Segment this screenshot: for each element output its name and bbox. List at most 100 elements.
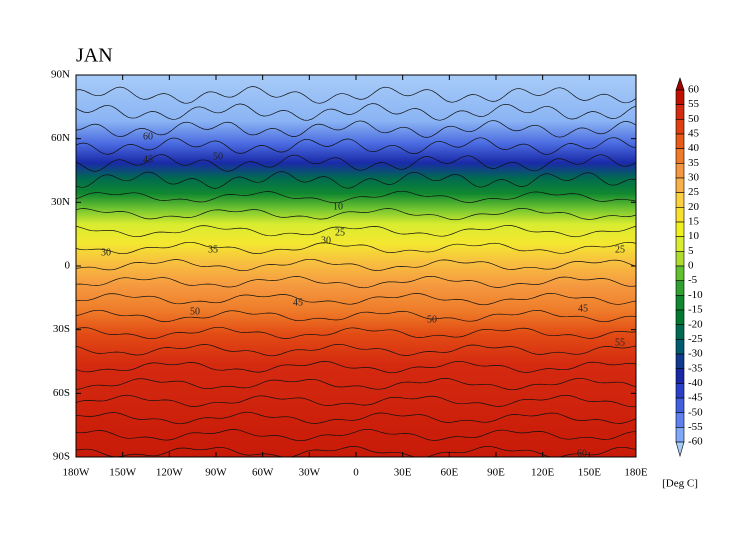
colorbar-label: 50 <box>688 113 700 125</box>
colorbar-label: -60 <box>688 436 703 448</box>
contour-label: 30 <box>101 247 111 258</box>
contour-label: 45 <box>578 303 588 314</box>
colorbar-label: -40 <box>688 377 703 389</box>
colorbar-box <box>675 324 685 340</box>
colorbar-label: 45 <box>688 128 700 140</box>
x-tick-label: 120W <box>156 467 184 479</box>
colorbar-label: -55 <box>688 421 703 433</box>
colorbar-box <box>675 427 685 443</box>
y-tick-label: 90S <box>53 451 70 463</box>
map-title: JAN <box>76 45 113 67</box>
x-tick-label: 150W <box>109 467 137 479</box>
colorbar-label: 55 <box>688 98 700 110</box>
colorbar-label: -15 <box>688 304 703 316</box>
colorbar-box <box>675 353 685 370</box>
x-tick-label: 60E <box>440 467 458 479</box>
colorbar-label: 35 <box>688 157 700 169</box>
colorbar-box <box>675 397 685 414</box>
contour-label: 45 <box>143 154 153 165</box>
colorbar-label: -35 <box>688 362 703 374</box>
x-tick-label: 180W <box>63 467 91 479</box>
temperature-field <box>76 75 636 457</box>
contour-line <box>76 241 636 255</box>
contour-line <box>76 411 636 425</box>
contour-line <box>76 171 636 189</box>
x-tick-label: 0 <box>353 467 359 479</box>
contour-label: 45 <box>293 297 303 308</box>
y-tick-label: 60N <box>51 132 70 144</box>
colorbar-label: 5 <box>688 245 694 257</box>
colorbar-label: -50 <box>688 406 703 418</box>
colorbar-box <box>675 339 685 355</box>
contour-line <box>76 120 636 138</box>
contour-line <box>76 360 636 374</box>
colorbar-box <box>675 119 685 135</box>
contour-label: 60 <box>143 131 153 142</box>
x-tick-label: 30E <box>394 467 412 479</box>
contour-line <box>76 292 636 306</box>
colorbar-box <box>675 221 685 237</box>
colorbar-label: 60 <box>688 84 700 96</box>
colorbar-box <box>675 280 685 296</box>
colorbar-label: -20 <box>688 318 703 330</box>
contour-line <box>76 137 636 155</box>
x-tick-label: 60W <box>252 467 274 479</box>
contour-label: 55 <box>615 337 625 348</box>
contour-line <box>76 326 636 340</box>
colorbar-label: -5 <box>688 274 698 286</box>
colorbar-label: -10 <box>688 289 703 301</box>
y-tick-label: 0 <box>65 260 71 272</box>
contour-line <box>76 428 636 442</box>
contour-line <box>76 309 636 323</box>
contour-line <box>76 258 636 272</box>
colorbar-box <box>675 236 685 252</box>
colorbar-box <box>675 309 685 326</box>
colorbar-label: -45 <box>688 392 703 404</box>
contour-label: 50 <box>427 314 437 325</box>
contour-line <box>76 103 636 121</box>
x-tick-label: 30W <box>299 467 321 479</box>
colorbar-label: 20 <box>688 201 700 213</box>
colorbar-label: 10 <box>688 230 700 242</box>
y-tick-label: 30N <box>51 196 70 208</box>
contour-line <box>76 154 636 172</box>
colorbar-triangle <box>675 77 685 91</box>
colorbar-label: 40 <box>688 142 700 154</box>
contour-label: 60 <box>577 448 587 459</box>
contour-line <box>76 86 636 104</box>
contour-line <box>76 394 636 408</box>
y-tick-label: 60S <box>53 387 70 399</box>
contour-label: 50 <box>190 306 200 317</box>
colorbar-box <box>675 104 685 120</box>
colorbar-box <box>675 368 685 384</box>
colorbar-box <box>675 412 685 428</box>
colorbar-box <box>675 265 685 282</box>
colorbar-box <box>675 251 685 267</box>
colorbar-box <box>675 89 685 105</box>
colorbar-box <box>675 207 685 223</box>
y-tick-label: 30S <box>53 323 70 335</box>
colorbar-label: -30 <box>688 348 703 360</box>
colorbar-label: -25 <box>688 333 703 345</box>
contour-label: 50 <box>213 151 223 162</box>
contour-label: 35 <box>208 244 218 255</box>
colorbar-label: 25 <box>688 186 700 198</box>
colorbar-label: 0 <box>688 260 694 272</box>
contour-label: 25 <box>335 227 345 238</box>
x-tick-label: 120E <box>531 467 555 479</box>
x-tick-label: 150E <box>578 467 602 479</box>
colorbar-box <box>675 133 685 149</box>
contour-label: 10 <box>333 201 343 212</box>
contour-line <box>76 343 636 357</box>
colorbar-label: 15 <box>688 216 700 228</box>
contour-label: 25 <box>615 244 625 255</box>
contour-line <box>76 275 636 289</box>
colorbar-box <box>675 148 685 164</box>
colorbar-box <box>675 192 685 208</box>
contour-line <box>76 190 636 204</box>
colorbar-triangle <box>675 441 685 458</box>
x-tick-label: 90W <box>205 467 227 479</box>
colorbar-box <box>675 177 685 193</box>
x-tick-label: 90E <box>487 467 505 479</box>
